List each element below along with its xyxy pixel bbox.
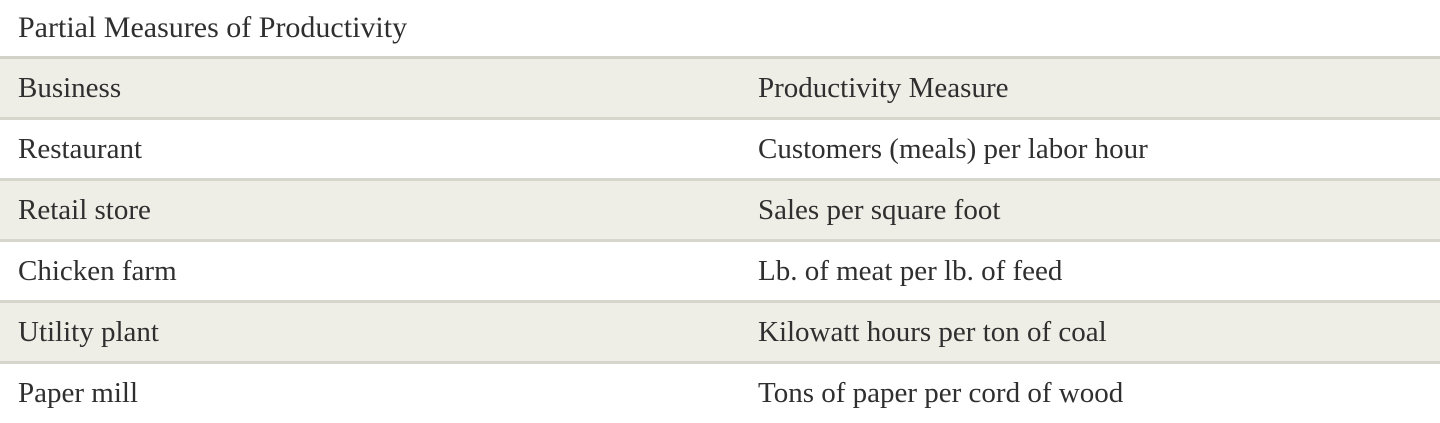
header-business: Business [0,56,740,119]
cell-measure: Customers (meals) per labor hour [740,117,1440,180]
table-row: Chicken farm Lb. of meat per lb. of feed [0,239,1440,302]
table-header-row: Business Productivity Measure [0,56,1440,119]
table-caption: Partial Measures of Productivity [18,11,408,44]
table-row: Restaurant Customers (meals) per labor h… [0,117,1440,180]
cell-business: Chicken farm [0,239,740,302]
cell-measure: Tons of paper per cord of wood [740,361,1440,423]
cell-measure: Sales per square foot [740,178,1440,241]
table-row: Utility plant Kilowatt hours per ton of … [0,300,1440,363]
cell-business: Paper mill [0,361,740,423]
table-row: Paper mill Tons of paper per cord of woo… [0,361,1440,423]
cell-business: Restaurant [0,117,740,180]
cell-business: Retail store [0,178,740,241]
header-productivity-measure: Productivity Measure [740,56,1440,119]
productivity-table: Business Productivity Measure Restaurant… [0,56,1440,423]
cell-measure: Kilowatt hours per ton of coal [740,300,1440,363]
cell-business: Utility plant [0,300,740,363]
table-row: Retail store Sales per square foot [0,178,1440,241]
cell-measure: Lb. of meat per lb. of feed [740,239,1440,302]
